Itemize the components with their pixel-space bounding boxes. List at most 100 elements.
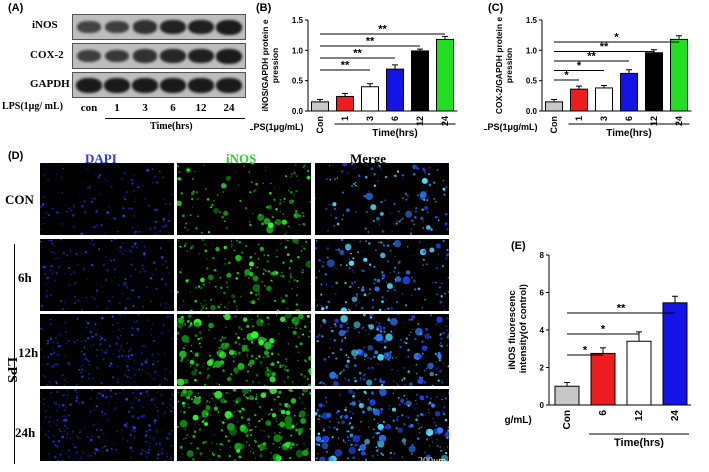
y-axis-label-line: pression (270, 48, 280, 83)
micrograph-inos-con (177, 163, 311, 235)
x-tick-label: 3 (599, 116, 609, 121)
significance-star: * (583, 345, 588, 357)
x-tick-label: 12 (649, 116, 659, 126)
row-label-6h: 6h (18, 270, 32, 285)
y-tick-label: 0.0 (526, 107, 538, 116)
blot-band (216, 19, 242, 35)
protein-label-cox2: COX-2 (30, 49, 64, 61)
significance-star: * (564, 70, 569, 82)
lps-label: LPS(1μg/mL) (250, 122, 304, 132)
significance-star: * (614, 32, 619, 44)
bar (545, 101, 563, 112)
y-tick-label: 0.5 (292, 77, 304, 86)
bar (386, 68, 404, 112)
protein-label-inos: iNOS (32, 19, 58, 31)
lps-label: LPS(1μg/mL) (484, 122, 538, 132)
micrograph-inos-12h (177, 314, 311, 386)
x-tick-label: 1 (574, 116, 584, 121)
x-tick-label: Con (549, 116, 559, 134)
blot-band (77, 21, 101, 33)
x-tick-label: 24 (674, 116, 684, 126)
bar (554, 385, 580, 406)
lane-label: 1 (114, 102, 120, 114)
row-label-24h: 24h (15, 425, 36, 440)
lane-label: con (80, 102, 98, 114)
panel-d-label: (D) (8, 150, 24, 162)
bar (670, 38, 688, 112)
y-axis-label: COX-2/GAPDH protein epression (494, 17, 514, 115)
panel-a-label: (A) (8, 2, 24, 14)
x-tick-label: 6 (390, 116, 400, 121)
y-tick-label: 1.5 (526, 16, 538, 25)
bar (336, 95, 354, 112)
micrograph-inos-24h (177, 389, 311, 461)
y-tick-label: 0.0 (292, 107, 304, 116)
protein-label-gapdh: GAPDH (30, 78, 70, 90)
lane-label: 3 (142, 102, 148, 114)
y-axis-label-line: iNOS fluorescenc (507, 290, 518, 369)
blot-band (104, 77, 130, 93)
y-tick-label: 6 (540, 289, 545, 298)
micrograph-dapi-24h (40, 389, 174, 461)
x-tick-label: 6 (624, 116, 634, 121)
x-tick-label: 1 (340, 116, 350, 121)
x-tick-label: 24 (670, 410, 681, 422)
significance-star: * (577, 60, 582, 72)
blot-band (160, 19, 186, 35)
lps-group-label: LPS (3, 357, 19, 383)
micrograph-dapi-6h (40, 239, 174, 311)
scale-bar-label: 200μm (418, 456, 447, 467)
column-header-merge: Merge (350, 151, 387, 166)
lps-label: LPS(1μg/mL) (505, 415, 532, 426)
blot-band (160, 77, 186, 93)
panel-b-label: (B) (256, 2, 272, 14)
blot-cox2 (72, 43, 246, 69)
blot-band (216, 77, 242, 93)
y-tick-label: 1.5 (292, 16, 304, 25)
row-label-con: CON (5, 192, 34, 207)
micrograph-inos-6h (177, 239, 311, 311)
bar (570, 88, 588, 112)
micrograph-merge-12h (315, 314, 449, 386)
x-tick-label: Con (562, 410, 573, 429)
blot-band (132, 77, 158, 93)
time-label-a: Time(hrs) (150, 121, 193, 132)
x-axis-label: Time(hrs) (372, 128, 417, 139)
bar (311, 101, 329, 112)
y-tick-label: 0 (540, 401, 545, 410)
y-tick-label: 8 (540, 251, 545, 260)
lane-label: 12 (195, 102, 207, 114)
column-header-inos: iNOS (226, 151, 257, 166)
blot-band (216, 48, 242, 64)
bar (590, 352, 616, 406)
blot-band (76, 77, 102, 93)
micrograph-dapi-con (40, 163, 174, 235)
y-axis-label-line: iNOS/GAPDH protein e (260, 19, 270, 111)
y-axis-label-line: intensity(of control) (518, 284, 529, 376)
x-tick-label: 12 (634, 410, 645, 422)
y-axis-label-line: pression (504, 48, 514, 83)
micrograph-merge-24h (315, 389, 449, 461)
blot-band (105, 20, 129, 34)
significance-star: ** (378, 24, 387, 36)
y-axis-label-line: COX-2/GAPDH protein e (494, 17, 504, 115)
chart-c: 0.0 0.5 1.0 1.5 COX-2/GAPDH protein epressio… (484, 16, 692, 139)
x-tick-label: 24 (440, 116, 450, 126)
blot-band (188, 19, 214, 35)
blot-band (77, 49, 101, 63)
bar (436, 38, 454, 112)
significance-star: ** (341, 60, 350, 72)
blot-band (188, 48, 214, 64)
micrograph-dapi-12h (40, 314, 174, 386)
y-tick-label: 2 (540, 364, 545, 373)
bar (595, 87, 613, 112)
micrograph-merge-6h (315, 239, 449, 311)
x-axis-label: Time(hrs) (614, 437, 664, 448)
bar (645, 52, 663, 112)
significance-star: ** (353, 48, 362, 60)
chart-e: 0 24 6 8 iNOS fluorescenc intensity(of contr… (505, 251, 691, 448)
bar (361, 86, 379, 112)
micrograph-merge-con (315, 163, 449, 235)
x-tick-label: Con (315, 116, 325, 134)
blot-band (132, 20, 158, 34)
